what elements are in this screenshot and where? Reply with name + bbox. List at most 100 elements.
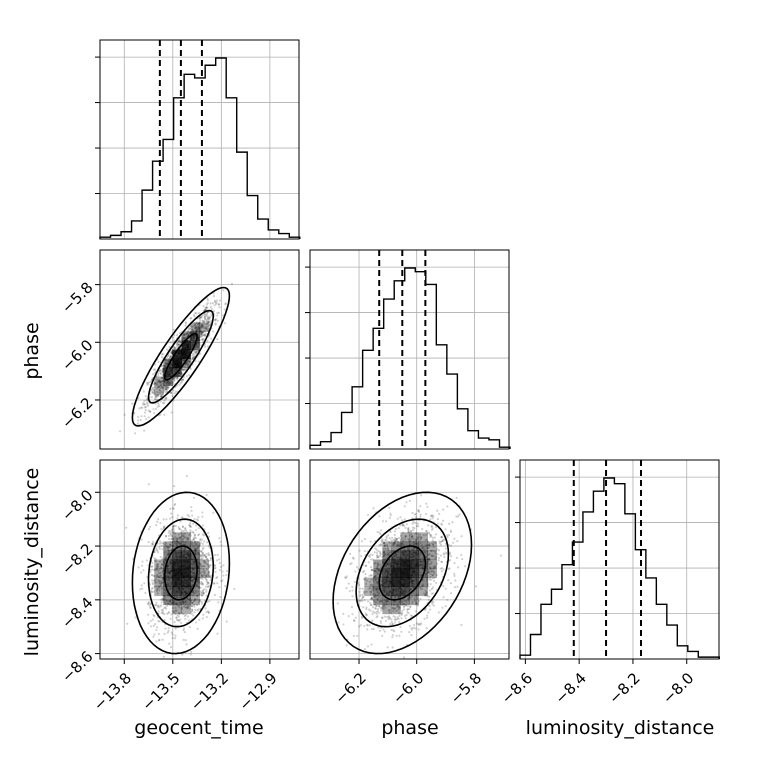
sample-point	[153, 579, 156, 582]
sample-point	[161, 369, 164, 373]
sample-point	[411, 526, 415, 529]
sample-point	[152, 635, 155, 638]
sample-point	[173, 334, 176, 337]
sample-point	[382, 628, 385, 631]
sample-point	[202, 588, 206, 591]
sample-point	[169, 364, 172, 367]
sample-point	[436, 562, 439, 565]
sample-point	[223, 322, 227, 325]
sample-point	[432, 579, 436, 583]
sample-point	[416, 597, 419, 600]
sample-point	[427, 598, 430, 601]
sample-point	[358, 549, 361, 552]
sample-point	[162, 597, 165, 600]
sample-point	[167, 553, 170, 556]
sample-point	[183, 369, 186, 372]
sample-point	[205, 558, 208, 561]
density-bin	[181, 586, 191, 597]
sample-point	[194, 544, 197, 547]
sample-point	[182, 376, 186, 379]
sample-point	[414, 538, 417, 541]
sample-point	[197, 326, 201, 329]
sample-point	[200, 331, 203, 334]
sample-point	[169, 391, 173, 394]
tick-labels: −13.8 −13.5 −13.2 −12.9 −6.2 −6.0 −5.8 −8.6 −8.4…	[58, 278, 697, 714]
contour-level-1	[163, 332, 198, 381]
sample-point	[336, 602, 339, 605]
sample-point	[378, 563, 381, 566]
sample-point	[386, 552, 390, 555]
sample-point	[180, 337, 184, 340]
sample-point	[156, 565, 159, 568]
sample-point	[160, 601, 163, 604]
sample-point	[377, 604, 381, 608]
sample-point	[432, 515, 435, 518]
sample-point	[196, 328, 199, 331]
sample-point	[157, 619, 160, 623]
sample-point	[156, 563, 159, 566]
sample-point	[205, 318, 208, 321]
sample-point	[174, 612, 177, 616]
sample-point	[189, 524, 192, 527]
sample-point	[200, 331, 204, 334]
sample-point	[168, 383, 171, 387]
sample-point	[204, 585, 207, 588]
sample-point	[233, 587, 236, 591]
sample-point	[185, 361, 188, 365]
sample-point	[198, 316, 201, 319]
sample-point	[201, 524, 204, 527]
sample-point	[154, 581, 157, 584]
sample-point	[155, 567, 159, 570]
sample-point	[174, 390, 177, 393]
sample-point	[197, 534, 200, 537]
sample-point	[372, 507, 375, 510]
sample-point	[186, 330, 190, 333]
sample-point	[192, 329, 195, 332]
sample-point	[186, 360, 189, 363]
sample-point	[423, 548, 426, 551]
sample-point	[193, 535, 196, 539]
sample-point	[434, 557, 437, 560]
sample-point	[430, 514, 433, 517]
sample-point	[206, 313, 209, 316]
sample-point	[207, 581, 210, 584]
sample-point	[167, 611, 171, 614]
sample-point	[168, 382, 171, 385]
sample-point	[163, 632, 166, 635]
sample-point	[170, 363, 173, 366]
sample-point	[168, 642, 171, 645]
sample-point	[158, 540, 162, 543]
sample-point	[203, 323, 206, 326]
sample-point	[365, 606, 368, 609]
sample-point	[162, 380, 165, 383]
sample-point	[147, 541, 150, 544]
sample-point	[197, 326, 200, 329]
sample-point	[157, 372, 160, 376]
sample-point	[200, 551, 204, 554]
sample-point	[215, 299, 218, 302]
sample-point	[192, 614, 195, 617]
sample-point	[374, 562, 377, 565]
sample-point	[384, 538, 387, 541]
sample-point	[379, 600, 382, 603]
sample-point	[176, 514, 180, 517]
sample-point	[192, 496, 196, 499]
sample-point	[158, 369, 161, 372]
sample-point	[394, 619, 397, 622]
sample-point	[217, 303, 220, 306]
sample-point	[155, 581, 158, 584]
sample-point	[202, 613, 205, 616]
sample-point	[428, 589, 432, 592]
sample-point	[425, 591, 428, 594]
sample-point	[207, 611, 211, 615]
sample-point	[170, 351, 173, 354]
sample-point	[168, 358, 171, 361]
sample-point	[154, 559, 158, 563]
sample-point	[157, 572, 161, 575]
density-bin	[172, 358, 182, 368]
sample-point	[159, 555, 162, 559]
sample-point	[377, 568, 380, 571]
sample-point	[416, 604, 420, 607]
sample-point	[210, 313, 213, 316]
sample-point	[431, 570, 434, 573]
